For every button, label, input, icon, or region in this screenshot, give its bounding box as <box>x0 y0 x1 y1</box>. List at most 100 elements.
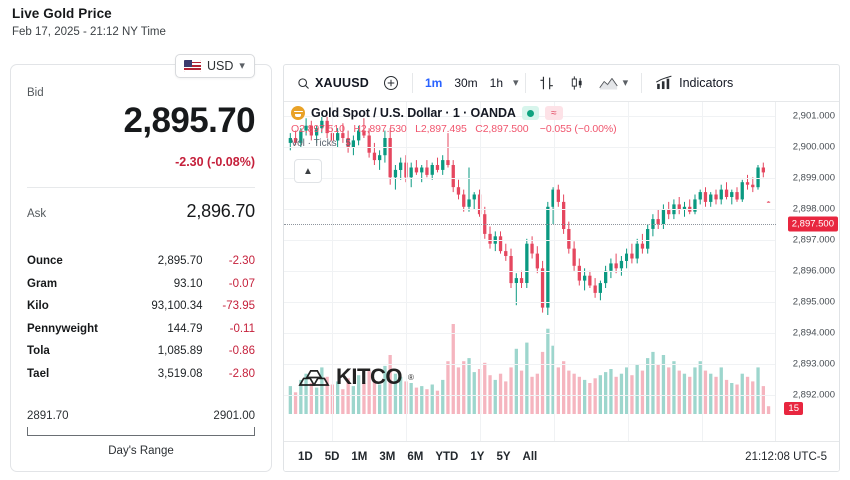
unit-name: Kilo <box>27 300 49 312</box>
price-tick: 2,898.000 <box>792 203 835 215</box>
bid-change: -2.30 (-0.08%) <box>175 155 255 169</box>
indicators-label: Indicators <box>679 76 734 90</box>
unit-change: -2.80 <box>228 367 255 380</box>
price-tick: 2,892.000 <box>792 389 835 401</box>
range-high: 2901.00 <box>213 410 255 422</box>
chart-type-button[interactable]: ▾ <box>592 72 636 95</box>
unit-change: -0.86 <box>228 345 255 357</box>
range-3m[interactable]: 3M <box>379 450 396 463</box>
collapse-pane-button[interactable]: ▲ <box>294 159 322 183</box>
chart-plot-area[interactable]: KITCO ® <box>284 102 776 442</box>
candlestick-style-button[interactable] <box>562 71 592 95</box>
quote-card: Bid 2,895.70 -2.30 (-0.08%) Ask 2,896.70… <box>10 64 272 472</box>
ask-row: Ask 2,896.70 <box>27 201 255 222</box>
page-header: Live Gold Price Feb 17, 2025 - 21:12 NY … <box>12 6 166 38</box>
indicators-icon <box>655 75 674 91</box>
page-subtitle-timestamp: Feb 17, 2025 - 21:12 NY Time <box>12 26 166 38</box>
table-row: Kilo 93,100.34 -73.95 <box>27 300 255 323</box>
unit-change: -0.07 <box>228 277 255 290</box>
symbol-name: XAUUSD <box>315 76 369 90</box>
timeframe-1h[interactable]: 1h <box>489 76 504 90</box>
candlestick-icon <box>569 75 585 91</box>
ask-label: Ask <box>27 208 47 220</box>
price-tick: 2,900.000 <box>792 141 835 153</box>
price-axis[interactable]: 2,901.000 2,900.000 2,899.000 2,898.000 … <box>775 102 839 468</box>
timeframe-chevron-down-icon[interactable]: ▾ <box>513 76 519 89</box>
bid-price: 2,895.70 <box>123 101 256 140</box>
unit-price-table: Ounce 2,895.70 -2.30 Gram 93.10 -0.07 Ki… <box>27 255 255 390</box>
price-tick: 2,901.000 <box>792 110 835 122</box>
unit-change: -2.30 <box>228 255 255 267</box>
table-row: Ounce 2,895.70 -2.30 <box>27 255 255 278</box>
bar-style-button[interactable] <box>532 71 562 95</box>
add-symbol-button[interactable] <box>376 71 406 95</box>
range-bar <box>27 426 255 436</box>
unit-name: Tael <box>27 367 50 380</box>
unit-name: Pennyweight <box>27 322 98 335</box>
chevron-up-icon: ▲ <box>303 165 313 177</box>
bar-countdown-badge: 15 <box>784 402 803 415</box>
range-5d[interactable]: 5D <box>324 450 340 463</box>
unit-value: 93.10 <box>173 277 203 290</box>
table-row: Gram 93.10 -0.07 <box>27 278 255 301</box>
table-row: Tola 1,085.89 -0.86 <box>27 345 255 368</box>
chart-clock[interactable]: 21:12:08 UTC-5 <box>745 450 827 463</box>
chart-toolbar: XAUUSD 1m 30m 1h ▾ <box>284 65 839 102</box>
plus-circle-icon <box>383 75 399 91</box>
price-tick: 2,894.000 <box>792 327 835 339</box>
line-chart-icon <box>598 76 618 91</box>
chevron-down-icon: ▾ <box>239 59 245 72</box>
toolbar-divider <box>641 73 643 93</box>
range-low: 2891.70 <box>27 410 69 422</box>
bar-style-icon <box>539 75 555 91</box>
search-icon <box>297 77 310 90</box>
range-6m[interactable]: 6M <box>407 450 424 463</box>
bid-label: Bid <box>27 87 44 99</box>
price-tick: 2,895.000 <box>792 296 835 308</box>
page-title: Live Gold Price <box>12 6 112 21</box>
unit-change: -0.11 <box>229 322 255 335</box>
unit-value: 93,100.34 <box>151 300 203 312</box>
price-tick: 2,893.000 <box>792 358 835 370</box>
unit-name: Tola <box>27 345 50 357</box>
days-range: 2891.70 2901.00 Day's Range <box>27 410 255 457</box>
unit-value: 3,519.08 <box>157 367 203 380</box>
unit-value: 1,085.89 <box>157 345 203 357</box>
timeframe-30m[interactable]: 30m <box>454 76 478 90</box>
range-1y[interactable]: 1Y <box>470 450 485 463</box>
range-caption: Day's Range <box>108 445 174 457</box>
chart-body[interactable]: KITCO ® Gold Spot / U.S. Dollar · 1 · OA… <box>284 102 839 471</box>
last-price-line <box>284 224 776 225</box>
symbol-search-button[interactable]: XAUUSD <box>290 72 376 94</box>
toolbar-divider <box>524 73 526 93</box>
unit-name: Gram <box>27 277 58 290</box>
table-row: Tael 3,519.08 -2.80 <box>27 368 255 391</box>
chart-range-bar: 1D 5D 1M 3M 6M YTD 1Y 5Y All 21:12:08 UT… <box>284 441 839 471</box>
range-5y[interactable]: 5Y <box>496 450 511 463</box>
tradingview-chart-panel: XAUUSD 1m 30m 1h ▾ <box>283 64 840 472</box>
timeframe-1m[interactable]: 1m <box>424 76 443 90</box>
price-tick: 2,899.000 <box>792 172 835 184</box>
candlestick-series <box>288 115 771 414</box>
range-all[interactable]: All <box>522 450 538 463</box>
indicators-button[interactable]: Indicators <box>648 71 740 95</box>
unit-change: -73.95 <box>222 300 255 312</box>
range-1d[interactable]: 1D <box>298 450 313 463</box>
us-flag-icon <box>184 60 201 72</box>
current-price-badge: 2,897.500 <box>787 216 838 232</box>
currency-label: USD <box>207 59 234 73</box>
currency-selector[interactable]: USD ▾ <box>175 54 255 78</box>
ask-price: 2,896.70 <box>186 201 256 221</box>
card-divider <box>27 187 255 188</box>
unit-name: Ounce <box>27 255 63 267</box>
price-tick: 2,896.000 <box>792 265 835 277</box>
toolbar-divider <box>411 73 413 93</box>
chart-type-chevron-down-icon: ▾ <box>622 76 629 89</box>
range-1m[interactable]: 1M <box>351 450 368 463</box>
price-tick: 2,897.000 <box>792 234 835 246</box>
unit-value: 144.79 <box>167 322 203 335</box>
unit-value: 2,895.70 <box>157 255 203 267</box>
range-ytd[interactable]: YTD <box>435 450 459 463</box>
table-row: Pennyweight 144.79 -0.11 <box>27 323 255 346</box>
